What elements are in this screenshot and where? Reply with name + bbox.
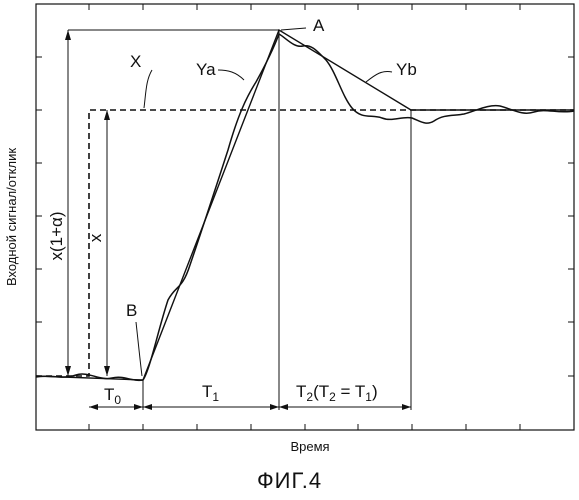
arrowhead — [270, 404, 279, 410]
label-a: A — [313, 16, 325, 35]
x-axis-label: Время — [290, 439, 329, 454]
arrowhead — [65, 30, 71, 40]
leader-ya — [218, 70, 244, 80]
arrowhead — [402, 404, 411, 410]
label-x-signal: X — [130, 52, 141, 71]
plot-frame — [36, 4, 574, 430]
leader-x — [144, 70, 152, 108]
label-b: B — [126, 301, 137, 320]
bottom-axis-ticks — [89, 424, 520, 430]
label-t2: T2(T2 = T1) — [296, 382, 378, 404]
arrowhead — [143, 404, 152, 410]
label-x-amplitude: x — [86, 233, 105, 242]
idealized-response — [36, 30, 574, 380]
response-curve-yb — [36, 34, 574, 380]
label-ya: Ya — [196, 60, 216, 79]
arrowhead — [65, 366, 71, 376]
label-yb: Yb — [396, 60, 417, 79]
input-signal-x — [36, 110, 574, 376]
leader-a — [281, 28, 306, 30]
leader-yb — [366, 71, 392, 82]
arrowhead — [279, 404, 288, 410]
y-axis-label: Входной сигнал/отклик — [4, 148, 19, 286]
arrowhead — [134, 404, 143, 410]
label-x-alpha: x(1+α) — [47, 211, 66, 260]
arrowhead — [104, 110, 110, 120]
top-axis-ticks — [89, 4, 520, 10]
left-axis-ticks — [36, 57, 42, 376]
right-axis-ticks — [568, 57, 574, 376]
leader-b — [136, 322, 142, 376]
arrowhead — [104, 366, 110, 376]
label-t0: T0 — [104, 385, 121, 407]
arrowhead — [89, 404, 98, 410]
label-t1: T1 — [202, 382, 219, 404]
figure-caption: ФИГ.4 — [0, 468, 579, 494]
